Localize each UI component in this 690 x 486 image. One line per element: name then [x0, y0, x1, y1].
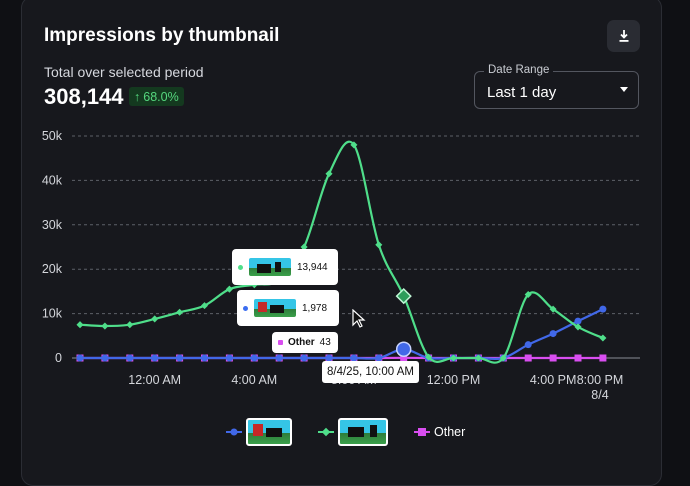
- x-tick-label: 4:00 PM: [530, 373, 577, 387]
- legend-other-label: Other: [434, 425, 465, 439]
- hover-point-blue: [397, 342, 411, 356]
- y-tick-label: 40k: [42, 173, 63, 187]
- point-other: [550, 355, 557, 362]
- y-tick-label: 50k: [42, 129, 63, 143]
- legend-thumbnail-blue-icon: [246, 418, 292, 446]
- y-tick-label: 30k: [42, 218, 63, 232]
- point-other: [599, 355, 606, 362]
- point-blue: [599, 306, 606, 313]
- point-blue: [276, 355, 283, 362]
- mouse-cursor-icon: [352, 309, 366, 329]
- legend-item-blue[interactable]: [226, 418, 292, 446]
- y-tick-label: 0: [55, 351, 62, 365]
- tooltip-other-label: Other: [288, 337, 315, 348]
- point-other: [525, 355, 532, 362]
- green-dot-icon: [238, 265, 243, 270]
- chart-legend: Other: [226, 418, 465, 446]
- point-green: [101, 322, 108, 329]
- legend-item-green[interactable]: [318, 418, 388, 446]
- point-blue: [77, 355, 84, 362]
- tooltip-row-other: Other 43: [272, 332, 338, 353]
- tooltip-blue-value: 1,978: [302, 303, 327, 314]
- legend-blue-marker-icon: [226, 427, 242, 437]
- legend-green-marker-icon: [318, 427, 334, 437]
- point-green: [126, 321, 133, 328]
- thumbnail-blue-icon: [253, 298, 297, 318]
- point-blue: [226, 355, 233, 362]
- tooltip-row-green: 13,944: [232, 249, 338, 285]
- series-line-green: [80, 142, 603, 363]
- point-blue: [151, 355, 158, 362]
- legend-other-marker-icon: [414, 427, 430, 437]
- thumbnail-green-icon: [248, 257, 292, 277]
- point-green: [151, 315, 158, 322]
- tooltip-green-value: 13,944: [297, 262, 328, 273]
- blue-dot-icon: [243, 306, 248, 311]
- x-tick-label: 4:00 AM: [231, 373, 277, 387]
- tooltip-other-value: 43: [320, 337, 331, 348]
- point-green: [76, 321, 83, 328]
- point-blue: [251, 355, 258, 362]
- point-green: [325, 170, 332, 177]
- point-green: [375, 241, 382, 248]
- point-blue: [301, 355, 308, 362]
- tooltip-date: 8/4/25, 10:00 AM: [322, 361, 419, 383]
- x-tick-label: 12:00 AM: [128, 373, 181, 387]
- point-green: [599, 334, 606, 341]
- point-green: [176, 309, 183, 316]
- y-tick-label: 20k: [42, 262, 63, 276]
- x-tick-label: 8:00 PM: [577, 373, 624, 387]
- point-other: [575, 355, 582, 362]
- legend-thumbnail-green-icon: [338, 418, 388, 446]
- x-tick-sublabel: 8/4: [591, 388, 608, 402]
- point-blue: [176, 355, 183, 362]
- point-blue: [126, 355, 133, 362]
- hover-point-green: [397, 289, 411, 303]
- legend-item-other[interactable]: Other: [414, 425, 465, 439]
- point-blue: [201, 355, 208, 362]
- point-blue: [525, 341, 532, 348]
- magenta-square-icon: [278, 340, 283, 345]
- tooltip-row-blue: 1,978: [237, 290, 339, 326]
- point-blue: [101, 355, 108, 362]
- x-tick-label: 12:00 PM: [427, 373, 481, 387]
- point-blue: [550, 330, 557, 337]
- y-tick-label: 10k: [42, 307, 63, 321]
- series-line-blue: [80, 309, 603, 359]
